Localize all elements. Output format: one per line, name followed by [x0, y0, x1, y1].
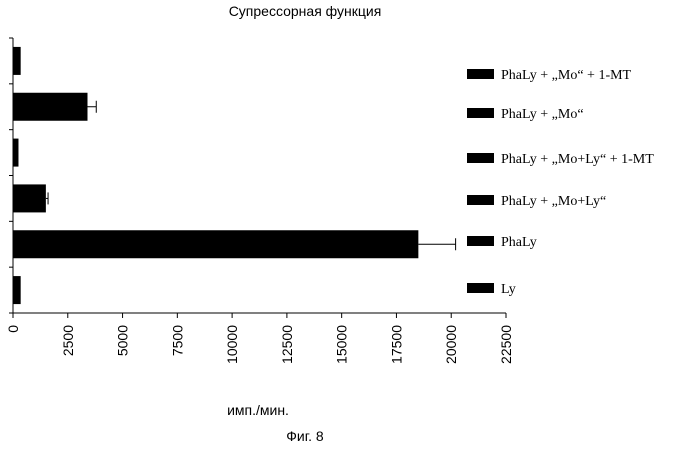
x-tick-label: 5000 — [115, 325, 131, 356]
x-tick-label: 22500 — [498, 325, 514, 364]
x-tick-label: 2500 — [60, 325, 76, 356]
legend-swatch — [467, 108, 494, 118]
legend-label: PhaLy + „Mo“ + 1-MT — [501, 68, 632, 83]
bar — [13, 276, 21, 304]
bar — [13, 230, 418, 258]
error-bars — [46, 101, 456, 251]
legend: PhaLy + „Mo“ + 1-MT PhaLy + „Mo“ PhaLy + „… — [467, 68, 654, 297]
legend-label: PhaLy + „Mo+Ly“ — [501, 194, 606, 209]
x-tick-label: 7500 — [169, 325, 185, 356]
legend-label: PhaLy — [501, 235, 537, 250]
legend-swatch — [467, 69, 494, 79]
legend-label: Ly — [501, 282, 516, 297]
bar — [13, 139, 18, 167]
chart-title: Супрессорная функция — [229, 3, 382, 19]
legend-swatch — [467, 236, 494, 246]
x-tick-label: 10000 — [224, 325, 240, 364]
bars — [13, 47, 418, 304]
figure-caption: Фиг. 8 — [286, 428, 324, 444]
legend-swatch — [467, 283, 494, 293]
bar — [13, 184, 46, 212]
bar — [13, 93, 87, 121]
x-tick-label: 0 — [5, 325, 21, 333]
x-tick-label: 17500 — [388, 325, 404, 364]
legend-swatch — [467, 195, 494, 205]
axes — [9, 38, 506, 313]
x-tick-label: 15000 — [334, 325, 350, 364]
x-axis-label: имп./мин. — [227, 402, 289, 418]
legend-label: PhaLy + „Mo“ — [501, 107, 584, 122]
x-tick-label: 12500 — [279, 325, 295, 364]
bar — [13, 47, 21, 75]
legend-label: PhaLy + „Mo+Ly“ + 1-MT — [501, 152, 654, 167]
legend-swatch — [467, 153, 494, 163]
x-tick-label: 20000 — [443, 325, 459, 364]
x-ticks: 0 2500 5000 7500 10000 12500 15000 17500 20000 22… — [5, 313, 514, 364]
